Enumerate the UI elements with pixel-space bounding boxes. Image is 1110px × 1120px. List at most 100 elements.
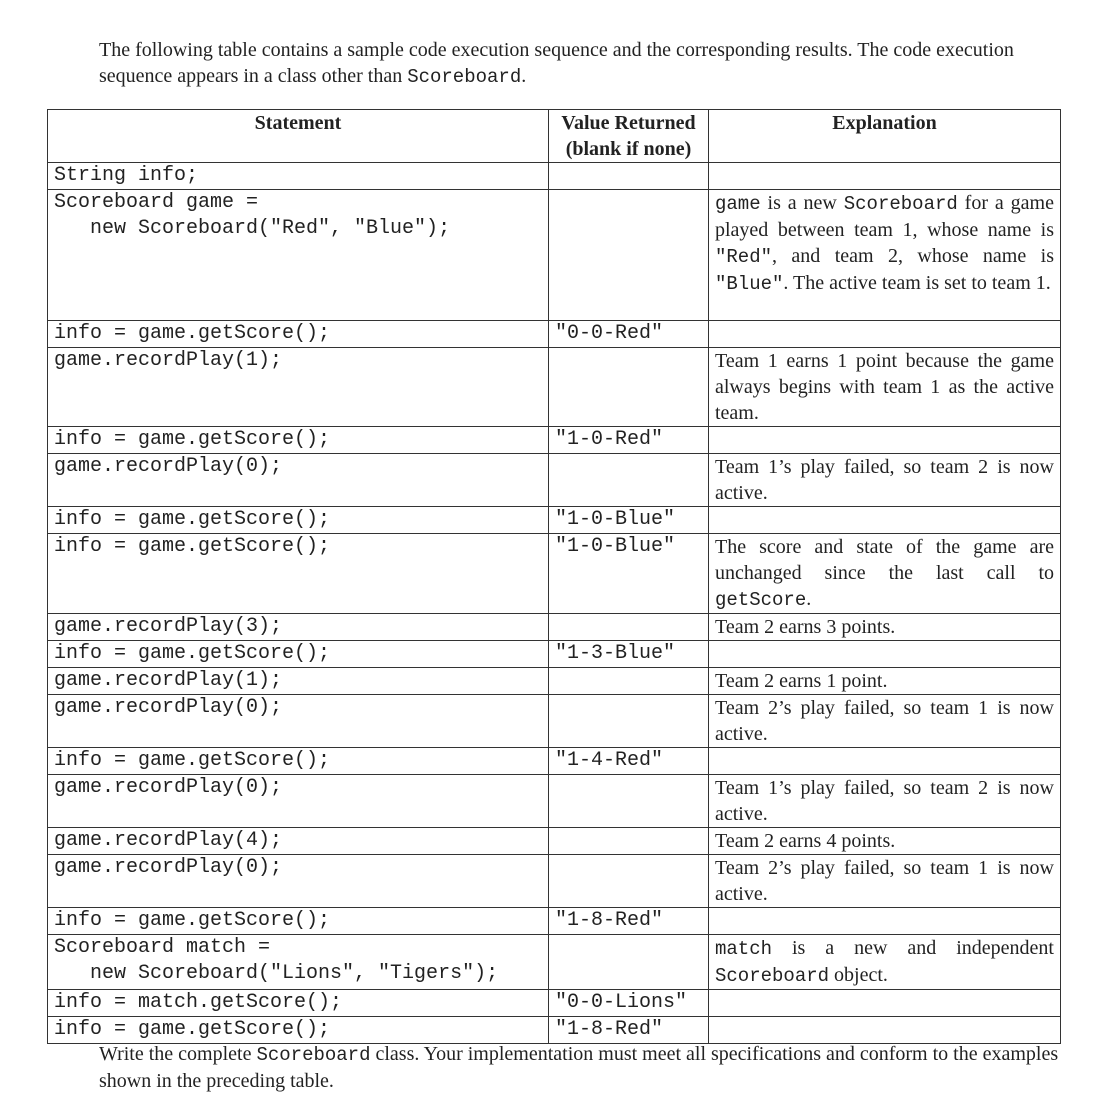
text: The score and state of the game are unch… — [715, 536, 1054, 584]
table-row: info = game.getScore(); "1-8-Red" — [47, 907, 1061, 935]
explanation-cell: Team 1 earns 1 point because the game al… — [708, 347, 1061, 427]
value-returned-cell — [548, 667, 709, 695]
statement-cell: game.recordPlay(1); — [47, 667, 549, 695]
table-row: game.recordPlay(0); Team 2’s play failed,… — [47, 854, 1061, 908]
text: Team 2’s play failed, so team 1 is now a… — [715, 857, 1054, 905]
value-returned-cell: "1-0-Blue" — [548, 506, 709, 534]
text: Team 2 earns 1 point. — [715, 670, 888, 692]
statement-cell: info = game.getScore(); — [47, 1016, 549, 1044]
table-row: info = game.getScore(); "1-4-Red" — [47, 747, 1061, 775]
code-text: Scoreboard — [715, 965, 830, 987]
value-returned-cell — [548, 694, 709, 748]
statement-line: game.recordPlay(0); — [54, 856, 283, 879]
statement-cell: game.recordPlay(1); — [47, 347, 549, 427]
table-row: info = game.getScore(); "1-3-Blue" — [47, 640, 1061, 668]
value-returned-cell — [548, 854, 709, 908]
text: is a new — [760, 192, 844, 214]
text: The following table contains a sample co… — [99, 39, 1014, 87]
value-returned-cell — [548, 453, 709, 507]
text: Team 2 earns 3 points. — [715, 616, 896, 638]
statement-cell: info = game.getScore(); — [47, 320, 549, 348]
statement-cell: info = game.getScore(); — [47, 747, 549, 775]
statement-cell: game.recordPlay(4); — [47, 827, 549, 855]
explanation-cell — [708, 640, 1061, 668]
table-row: String info; — [47, 162, 1061, 190]
statement-line: info = game.getScore(); — [54, 749, 331, 772]
text: . — [806, 588, 812, 610]
value-returned-cell — [548, 774, 709, 828]
statement-cell: game.recordPlay(0); — [47, 774, 549, 828]
header-value-returned: Value Returned (blank if none) — [548, 109, 709, 163]
explanation-cell: Team 1’s play failed, so team 2 is now a… — [708, 774, 1061, 828]
statement-cell: Scoreboard game = new Scoreboard("Red", … — [47, 189, 549, 321]
statement-line: info = game.getScore(); — [54, 909, 331, 932]
value-returned-cell — [548, 162, 709, 190]
explanation-cell: Team 2 earns 3 points. — [708, 613, 1061, 641]
table-row: game.recordPlay(3); Team 2 earns 3 points… — [47, 613, 1061, 641]
value-returned-cell: "1-8-Red" — [548, 1016, 709, 1044]
statement-cell: info = match.getScore(); — [47, 989, 549, 1017]
value-returned-cell: "1-3-Blue" — [548, 640, 709, 668]
statement-cell: game.recordPlay(0); — [47, 453, 549, 507]
text: for a game played between team 1, whose … — [715, 192, 1054, 241]
statement-cell: info = game.getScore(); — [47, 506, 549, 534]
explanation-cell — [708, 506, 1061, 534]
statement-line: info = game.getScore(); — [54, 642, 331, 665]
statement-line: info = game.getScore(); — [54, 428, 331, 451]
header-statement: Statement — [47, 109, 549, 163]
table-row: Scoreboard match = new Scoreboard("Lions… — [47, 934, 1061, 990]
value-returned-cell: "1-4-Red" — [548, 747, 709, 775]
statement-cell: game.recordPlay(0); — [47, 854, 549, 908]
explanation-cell: Team 2’s play failed, so team 1 is now a… — [708, 854, 1061, 908]
statement-line: info = game.getScore(); — [54, 508, 331, 531]
statement-line: game.recordPlay(4); — [54, 829, 283, 852]
code-text: Scoreboard — [407, 66, 522, 88]
explanation-cell — [708, 426, 1061, 454]
text: object. — [829, 964, 888, 986]
explanation-cell: Team 2’s play failed, so team 1 is now a… — [708, 694, 1061, 748]
table-row: info = game.getScore(); "0-0-Red" — [47, 320, 1061, 348]
intro-paragraph: The following table contains a sample co… — [99, 37, 1064, 90]
code-text: "Red" — [715, 246, 773, 268]
explanation-cell: Team 2 earns 1 point. — [708, 667, 1061, 695]
table-row: game.recordPlay(0); Team 1’s play failed,… — [47, 453, 1061, 507]
value-returned-cell — [548, 613, 709, 641]
statement-line: String info; — [54, 164, 199, 187]
statement-line: Scoreboard match = — [54, 936, 271, 959]
table-row: game.recordPlay(0); Team 1’s play failed,… — [47, 774, 1061, 828]
code-text: match — [715, 938, 773, 960]
text: , and team 2, whose name is — [772, 245, 1054, 267]
text: Team 2’s play failed, so team 1 is now a… — [715, 697, 1054, 745]
code-text: game — [715, 193, 761, 215]
statement-line: new Scoreboard("Red", "Blue"); — [54, 217, 451, 240]
statement-line: game.recordPlay(0); — [54, 455, 283, 478]
explanation-cell: The score and state of the game are unch… — [708, 533, 1061, 614]
statement-line: info = match.getScore(); — [54, 991, 343, 1014]
explanation-cell — [708, 907, 1061, 935]
code-text: Scoreboard — [843, 193, 958, 215]
table-row: game.recordPlay(1); Team 1 earns 1 point … — [47, 347, 1061, 427]
code-text: "Blue" — [715, 273, 784, 295]
table-row: info = game.getScore(); "1-0-Blue" — [47, 506, 1061, 534]
table-row: Scoreboard game = new Scoreboard("Red", … — [47, 189, 1061, 321]
statement-line: info = game.getScore(); — [54, 535, 331, 558]
text: Write the complete — [99, 1043, 257, 1065]
execution-table: Statement Value Returned (blank if none)… — [47, 109, 1061, 1044]
value-returned-cell: "1-0-Red" — [548, 426, 709, 454]
code-text: getScore — [715, 589, 807, 611]
explanation-cell — [708, 320, 1061, 348]
text: . The active team is set to team 1. — [783, 272, 1051, 294]
explanation-cell: match is a new and independent Scoreboar… — [708, 934, 1061, 990]
text: class. Your implementation must meet all… — [99, 1043, 1059, 1092]
statement-cell: game.recordPlay(0); — [47, 694, 549, 748]
text: is a new and independent — [772, 937, 1054, 959]
statement-cell: Scoreboard match = new Scoreboard("Lions… — [47, 934, 549, 990]
value-returned-cell — [548, 934, 709, 990]
outro-paragraph: Write the complete Scoreboard class. You… — [99, 1041, 1064, 1094]
value-returned-cell — [548, 189, 709, 321]
text: Team 1’s play failed, so team 2 is now a… — [715, 456, 1054, 504]
header-explanation: Explanation — [708, 109, 1061, 163]
text: Team 1 earns 1 point because the game al… — [715, 350, 1054, 424]
value-returned-cell: "0-0-Lions" — [548, 989, 709, 1017]
text: . — [521, 65, 527, 87]
